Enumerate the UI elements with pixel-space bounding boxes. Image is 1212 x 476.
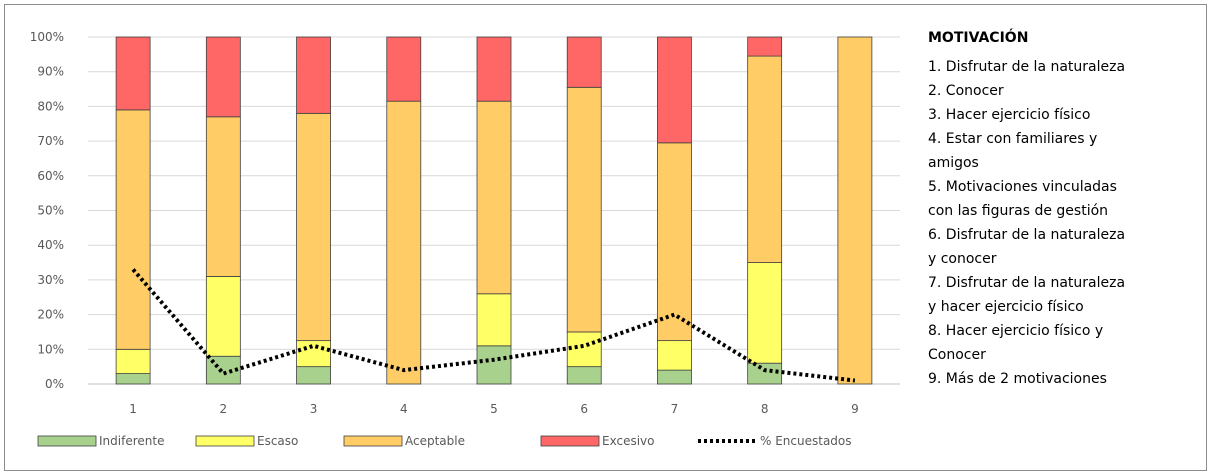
motivation-legend-panel: MOTIVACIÓN 1. Disfrutar de la naturaleza… [928, 30, 1203, 391]
y-tick-label: 10% [37, 342, 64, 356]
motivation-line: 6. Disfrutar de la naturaleza [928, 227, 1126, 243]
y-tick-label: 100% [30, 30, 64, 44]
bar-segment [296, 340, 331, 368]
bar-segment [115, 348, 151, 374]
y-tick-label: 70% [37, 134, 64, 148]
bar-segment [657, 142, 692, 342]
legend-label: Escaso [257, 434, 298, 448]
bar-segment [747, 262, 783, 364]
legend-swatch [343, 435, 403, 447]
bar-segment [566, 331, 602, 368]
x-tick-label: 4 [400, 402, 408, 416]
legend-label: Indiferente [99, 434, 164, 448]
x-tick-label: 6 [580, 402, 588, 416]
respondents-line-path [131, 268, 856, 383]
x-tick-label: 5 [490, 402, 498, 416]
bar-segment [476, 36, 512, 102]
bar-segment [205, 276, 241, 357]
y-tick-label: 30% [37, 273, 64, 287]
motivation-line: y conocer [928, 251, 997, 267]
bar-segment [747, 55, 783, 263]
bars [115, 36, 873, 385]
x-tick-label: 7 [671, 402, 679, 416]
bar-segment [566, 36, 602, 88]
bar-segment [657, 340, 692, 371]
x-tick-label: 1 [129, 402, 137, 416]
y-tick-label: 40% [37, 238, 64, 252]
y-tick-label: 80% [37, 99, 64, 113]
y-axis-ticks: 0% 10% 20% 30% 40% 50% 60% 70% 80% 90% 100% [30, 30, 64, 391]
motivation-line: 2. Conocer [928, 83, 1004, 99]
legend: Indiferente Escaso Aceptable Excesivo % Encu… [37, 434, 852, 448]
legend-label: % Encuestados [760, 434, 852, 448]
bar-segment [386, 100, 422, 385]
motivation-list: 1. Disfrutar de la naturaleza 2. Conocer… [928, 55, 1203, 391]
motivation-line: y hacer ejercicio físico [928, 299, 1084, 315]
bar-segment [566, 366, 602, 385]
legend-label: Excesivo [602, 434, 654, 448]
motivation-line: con las figuras de gestión [928, 203, 1109, 219]
bar-segment [476, 293, 512, 347]
bar-segment [296, 366, 331, 385]
respondents-line [131, 268, 856, 383]
chart-frame [4, 4, 1207, 471]
motivation-title: MOTIVACIÓN [928, 30, 1029, 46]
legend-swatch [540, 435, 600, 447]
bar-segment [115, 36, 151, 111]
x-tick-label: 2 [220, 402, 228, 416]
bar-segment [837, 36, 873, 385]
y-tick-label: 50% [37, 204, 64, 218]
x-axis-ticks: 1 2 3 4 5 6 7 8 9 [129, 402, 858, 416]
bar-segment [476, 100, 512, 295]
bar-segment [476, 345, 512, 385]
legend-label: Aceptable [405, 434, 465, 448]
bar-segment [205, 116, 241, 277]
motivation-line: 7. Disfrutar de la naturaleza [928, 275, 1126, 291]
motivation-line: 5. Motivaciones vinculadas [928, 179, 1117, 195]
bar-segment [657, 36, 692, 144]
bar-segment [205, 36, 241, 118]
x-tick-label: 8 [761, 402, 769, 416]
bar-segment [296, 36, 331, 114]
legend-swatch [195, 435, 255, 447]
motivation-line: 9. Más de 2 motivaciones [928, 371, 1107, 387]
bar-segment [115, 373, 151, 385]
bar-segment [296, 112, 331, 342]
motivation-line: 3. Hacer ejercicio físico [928, 107, 1091, 123]
motivation-line: 8. Hacer ejercicio físico y [928, 323, 1104, 339]
motivation-line: Conocer [928, 347, 986, 363]
bar-segment [657, 369, 692, 385]
motivation-line: amigos [928, 155, 979, 171]
motivation-line: 1. Disfrutar de la naturaleza [928, 59, 1126, 75]
bar-segment [747, 36, 783, 57]
stacked-bar-chart: 0% 10% 20% 30% 40% 50% 60% 70% 80% 90% 100% 1 2 3 4 5 6… [30, 30, 900, 448]
y-tick-label: 60% [37, 169, 64, 183]
x-tick-label: 3 [310, 402, 318, 416]
bar-segment [566, 86, 602, 333]
bar-segment [115, 109, 151, 350]
y-tick-label: 0% [45, 377, 64, 391]
legend-swatch [37, 435, 97, 447]
bar-segment [747, 362, 783, 385]
y-tick-label: 20% [37, 308, 64, 322]
motivation-line: 4. Estar con familiares y [928, 131, 1098, 147]
bar-segment [386, 36, 422, 102]
y-tick-label: 90% [37, 65, 64, 79]
x-tick-label: 9 [851, 402, 859, 416]
